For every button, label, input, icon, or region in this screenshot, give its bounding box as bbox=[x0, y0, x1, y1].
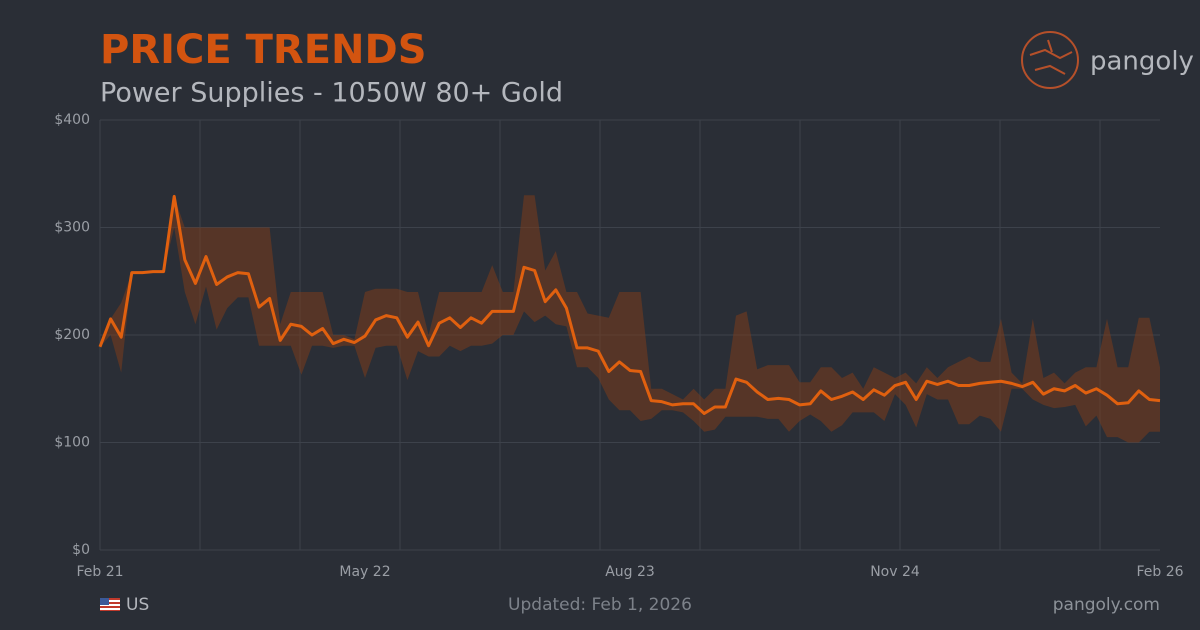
x-tick-label: Nov 24 bbox=[870, 564, 920, 580]
y-tick-label: $0 bbox=[72, 542, 90, 558]
x-tick-label: Feb 21 bbox=[76, 564, 123, 580]
flag-icon bbox=[100, 598, 120, 611]
chart-subtitle: Power Supplies - 1050W 80+ Gold bbox=[100, 78, 563, 109]
region: US bbox=[126, 595, 149, 615]
price-range-band bbox=[100, 195, 1160, 443]
y-tick-label: $200 bbox=[54, 327, 90, 343]
y-tick-label: $400 bbox=[54, 112, 90, 128]
logo-text: pangoly bbox=[1090, 47, 1194, 77]
y-tick-label: $300 bbox=[54, 220, 90, 236]
flag-stripe bbox=[100, 598, 120, 600]
logo-ring bbox=[1021, 31, 1079, 89]
x-tick-label: Aug 23 bbox=[605, 564, 655, 580]
flag-stripe bbox=[100, 602, 120, 604]
updated: Updated: Feb 1, 2026 bbox=[508, 595, 692, 615]
x-tick-label: May 22 bbox=[339, 564, 390, 580]
chart-title: PRICE TRENDS bbox=[100, 27, 427, 73]
flag-canton bbox=[100, 598, 109, 605]
y-tick-label: $100 bbox=[54, 435, 90, 451]
logo-icon bbox=[1021, 31, 1079, 89]
site: pangoly.com bbox=[1053, 595, 1160, 615]
x-tick-label: Feb 26 bbox=[1136, 564, 1183, 580]
flag-stripe bbox=[100, 606, 120, 608]
flag-stripe bbox=[100, 610, 120, 611]
logo-circuit bbox=[1029, 39, 1073, 75]
price-line bbox=[98, 194, 1161, 415]
